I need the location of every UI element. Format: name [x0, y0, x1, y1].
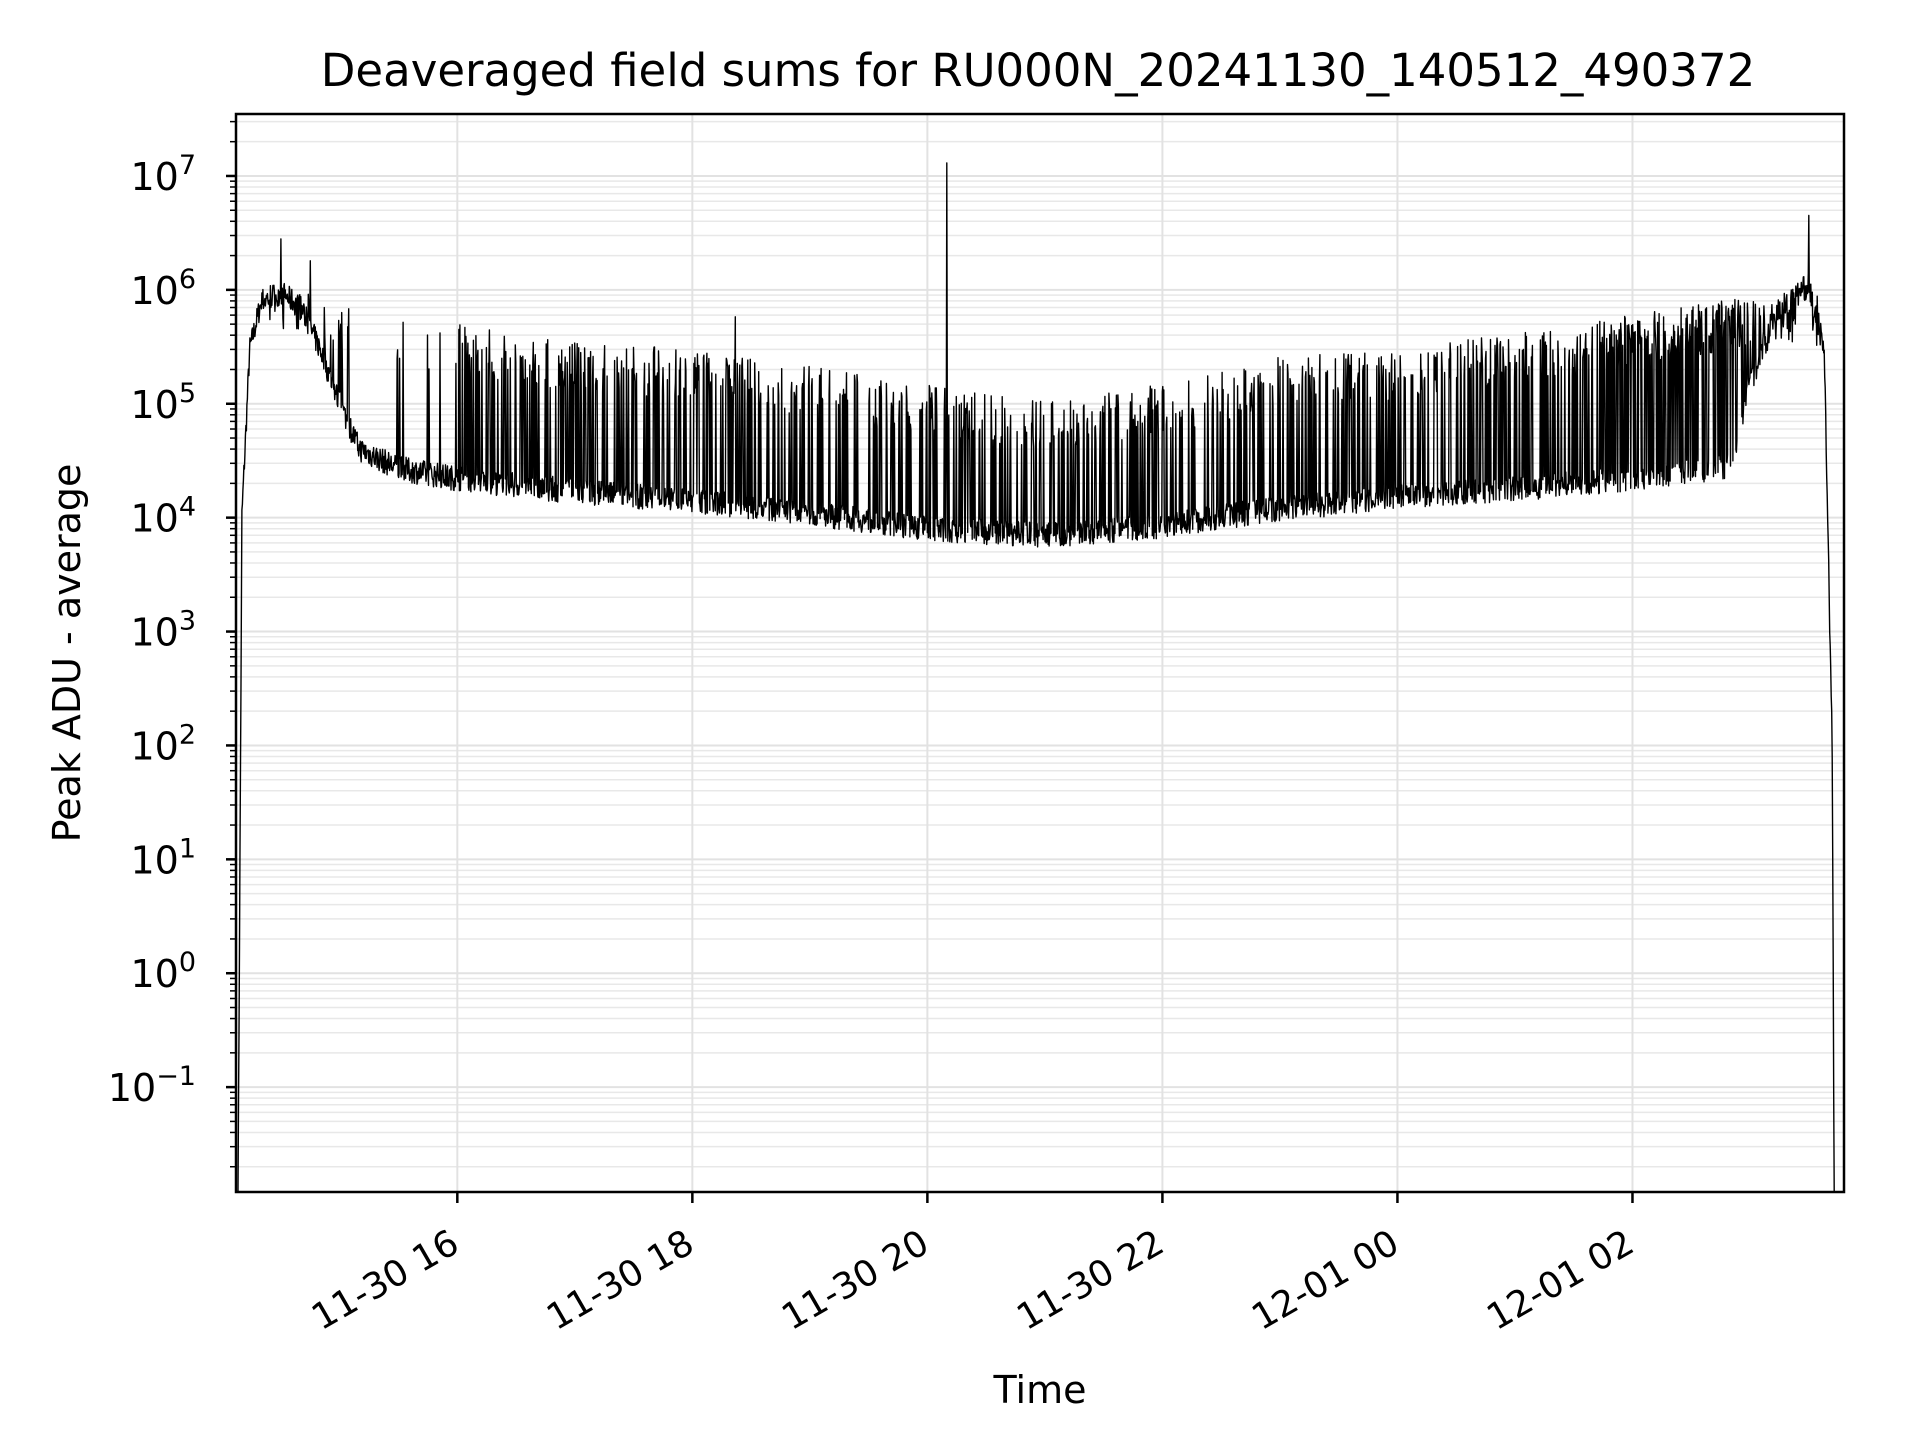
y-tick-label: 103 — [130, 606, 196, 655]
x-axis-label: Time — [993, 1368, 1087, 1412]
series-line — [237, 162, 1835, 1193]
y-tick-label: 100 — [130, 947, 196, 996]
y-tick-label: 105 — [130, 378, 196, 427]
series-layer — [237, 162, 1835, 1193]
y-tick-label: 101 — [130, 833, 196, 882]
y-tick-label: 102 — [130, 719, 196, 768]
y-tick-label: 106 — [130, 264, 196, 313]
y-tick-label: 10−1 — [108, 1061, 196, 1110]
chart-title: Deaveraged field sums for RU000N_2024113… — [321, 44, 1755, 97]
y-tick-label: 107 — [130, 150, 196, 199]
y-axis-label: Peak ADU - average — [45, 464, 89, 843]
y-tick-label: 104 — [130, 492, 196, 541]
plot-frame — [234, 112, 1846, 1194]
